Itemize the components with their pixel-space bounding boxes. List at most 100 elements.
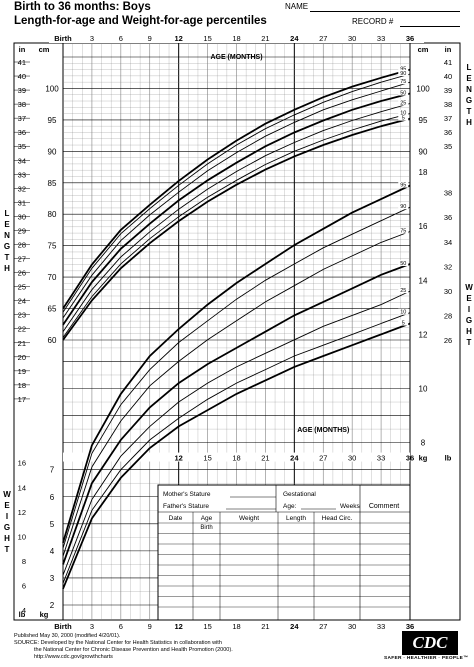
bottom-age-tick: 6	[119, 622, 123, 631]
weight-curve-p75	[62, 231, 411, 557]
lb-tick-label-right: 32	[444, 262, 452, 271]
kg-tick-label-left: 2	[50, 601, 55, 610]
kg-tick-label-right: 18	[419, 168, 428, 177]
chart-title-line1: Birth to 36 months: Boys	[14, 1, 151, 13]
cm-tick-label: 65	[48, 305, 57, 314]
in-tick-label: 36	[18, 128, 26, 137]
weight-curve-p10	[62, 312, 411, 584]
length-percentile-label: 75	[400, 79, 406, 85]
length-curve-p50	[62, 92, 411, 326]
top-age-tick: 21	[261, 34, 269, 43]
top-age-axis-label: AGE (MONTHS)	[210, 54, 262, 61]
weight-label-bg	[398, 319, 409, 326]
record-table	[157, 484, 411, 621]
weight-percentile-label: 75	[400, 229, 406, 235]
in-unit-label-right: in	[445, 45, 452, 54]
lb-tick-label-right: 36	[444, 213, 452, 222]
cm-tick-label: 95	[48, 116, 57, 125]
kg-unit-label-right: kg	[419, 454, 428, 463]
length-vertical-letter: G	[4, 242, 10, 251]
lb-tick-label-left: 16	[18, 459, 26, 468]
weight-percentile-label: 95	[400, 183, 406, 189]
length-percentile-label: 95	[400, 67, 406, 73]
in-tick-label: 21	[18, 339, 26, 348]
length-label-bg	[398, 114, 409, 121]
weight-vertical-letter: I	[6, 512, 8, 521]
length-vertical-letter: H	[4, 264, 10, 273]
cm-tick-label: 75	[48, 242, 57, 251]
in-tick-label: 17	[18, 395, 26, 404]
length-percentile-label: 10	[400, 111, 406, 117]
in-unit-label: in	[19, 45, 26, 54]
cm-tick-label: 85	[48, 179, 57, 188]
weight-percentile-label: 5	[402, 321, 405, 327]
weight-vertical-letter-right: W	[465, 283, 473, 292]
weight-label-bg	[398, 308, 409, 315]
column-header: Head Circ.	[322, 515, 353, 522]
cm-tick-label: 90	[48, 147, 57, 156]
cm-unit-label-right: cm	[418, 45, 429, 54]
mothers-stature-label: Mother's Stature	[163, 491, 211, 498]
length-vertical-letter-right: G	[466, 96, 472, 105]
mid-age-tick: 24	[290, 454, 299, 463]
bottom-age-tick: 27	[319, 622, 327, 631]
comment-label: Comment	[369, 503, 399, 510]
weight-curve-p50	[62, 263, 411, 565]
lb-unit-label-left: lb	[19, 610, 26, 619]
footer-url[interactable]: http://www.cdc.gov/growthcharts	[34, 654, 113, 660]
cm-tick-label: 70	[48, 273, 57, 282]
top-age-tick: Birth	[54, 34, 72, 43]
length-vertical-letter-right: H	[466, 118, 472, 127]
in-tick-label: 32	[18, 184, 26, 193]
weight-label-bg	[398, 260, 409, 267]
length-label-bg	[398, 89, 409, 96]
weight-vertical-letter-right: G	[466, 316, 472, 325]
kg-tick-label-right: 12	[419, 330, 428, 339]
top-age-tick: 18	[232, 34, 240, 43]
weight-vertical-letter-right: I	[468, 305, 470, 314]
fathers-stature-label: Father's Stature	[163, 503, 209, 510]
bottom-age-tick: 9	[148, 622, 152, 631]
bottom-age-tick: 24	[290, 622, 299, 631]
kg-tick-label-right: 8	[421, 439, 426, 448]
footer-source-2: the National Center for Chronic Disease …	[34, 647, 233, 653]
kg-tick-label-left: 4	[50, 547, 55, 556]
top-age-tick: 36	[406, 34, 414, 43]
mid-age-tick: 21	[261, 454, 269, 463]
length-vertical-letter-right: L	[467, 63, 472, 72]
top-age-tick: 9	[148, 34, 152, 43]
length-curve-p90	[62, 73, 411, 313]
weight-label-bg	[398, 287, 409, 294]
weight-percentile-label: 10	[400, 310, 406, 316]
length-curve-p10	[62, 113, 411, 338]
cm-tick-label-right: 100	[416, 84, 430, 93]
bottom-age-tick: 21	[261, 622, 269, 631]
weight-vertical-letter: W	[3, 490, 11, 499]
in-tick-label: 31	[18, 198, 26, 207]
lb-tick-label-left: 12	[18, 508, 26, 517]
bottom-age-tick: 30	[348, 622, 356, 631]
length-label-bg	[398, 109, 409, 116]
in-tick-label: 20	[18, 353, 26, 362]
in-tick-label: 41	[18, 58, 26, 67]
mid-age-tick: 18	[232, 454, 240, 463]
weeks-label: Weeks	[340, 503, 360, 510]
lb-tick-label-left: 8	[22, 557, 26, 566]
mid-age-axis-label: AGE (MONTHS)	[297, 427, 349, 434]
weight-label-bg	[398, 227, 409, 234]
kg-unit-label-left: kg	[40, 610, 49, 619]
record-field-line[interactable]	[400, 26, 460, 27]
length-percentile-label: 90	[400, 71, 406, 77]
length-curve-p95	[62, 68, 411, 310]
weight-curve-p90	[62, 206, 411, 549]
name-field-line[interactable]	[310, 11, 460, 12]
bottom-age-tick: Birth	[54, 622, 72, 631]
cm-tick-label: 100	[45, 84, 59, 93]
kg-tick-label-left: 7	[50, 466, 55, 475]
in-tick-label-right: 35	[444, 142, 452, 151]
weight-curve-p5	[62, 322, 411, 590]
top-age-tick: 27	[319, 34, 327, 43]
length-vertical-letter: L	[5, 209, 10, 218]
in-tick-label-right: 36	[444, 128, 452, 137]
birth-label: Birth	[200, 525, 212, 531]
